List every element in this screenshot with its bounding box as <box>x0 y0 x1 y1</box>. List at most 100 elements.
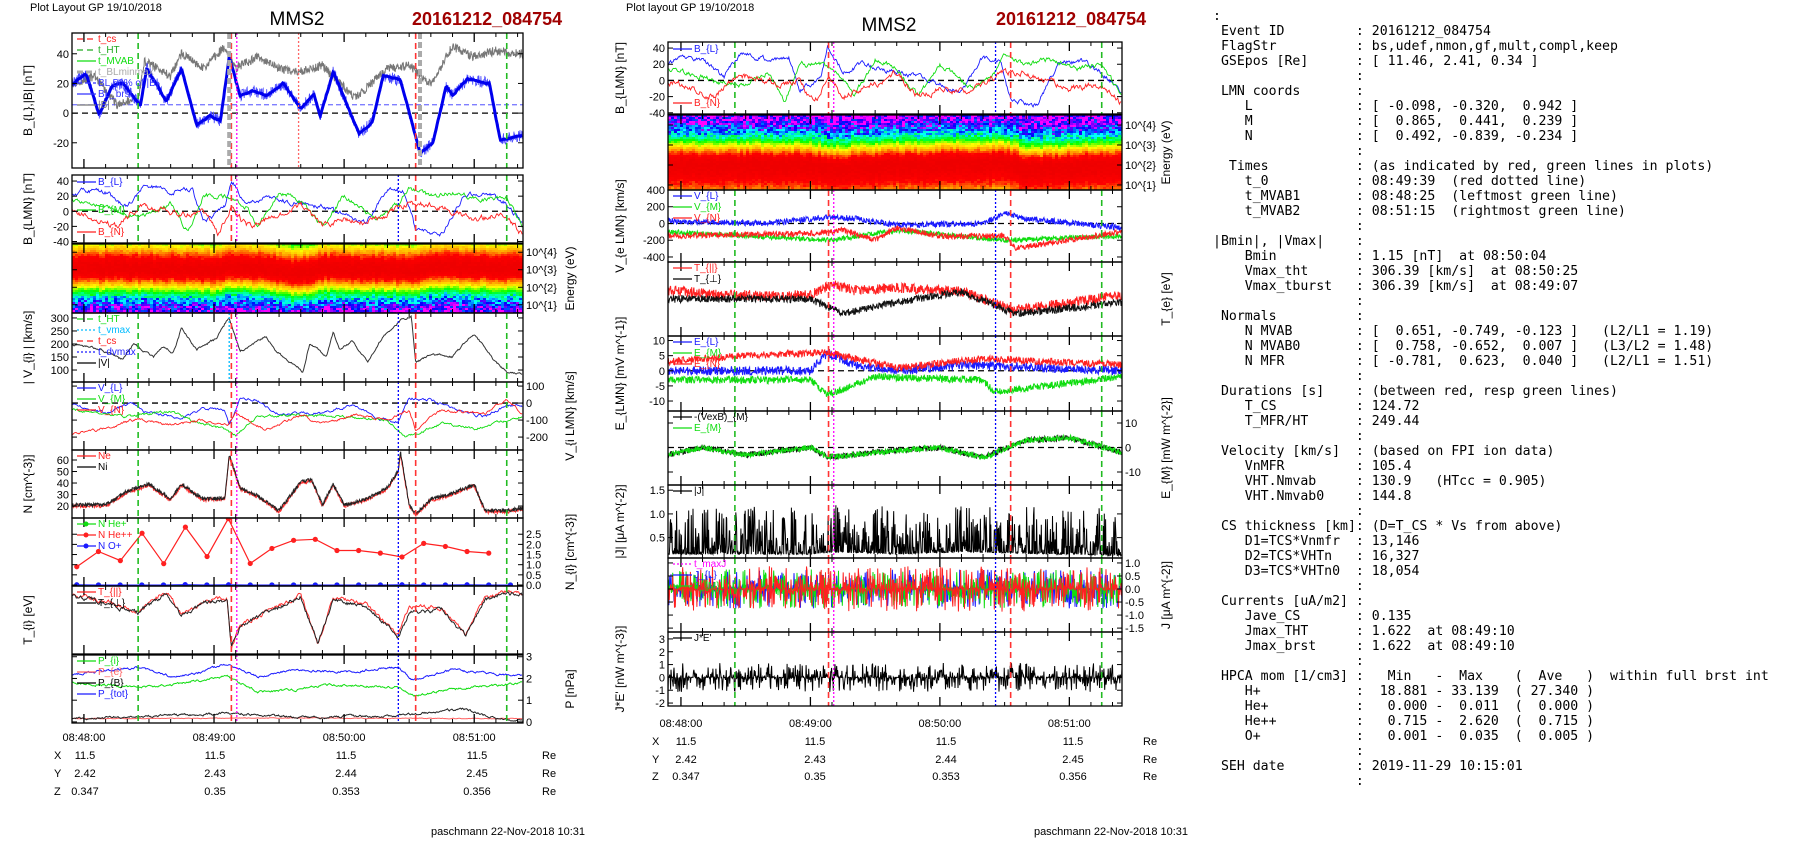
spectrogram-cell <box>318 310 321 312</box>
spectrogram-cell <box>351 270 354 272</box>
spectrogram-cell <box>399 290 402 292</box>
spectrogram-cell <box>78 290 81 292</box>
spectrogram-cell <box>444 260 447 262</box>
spectrogram-cell <box>333 286 336 288</box>
spectrogram-cell <box>114 276 117 278</box>
spectrogram-cell <box>198 252 201 254</box>
spectrogram-cell <box>456 252 459 254</box>
spectrogram-cell <box>324 288 327 290</box>
spectrogram-cell <box>333 296 336 298</box>
spectrogram-cell <box>279 278 282 280</box>
spectrogram-cell <box>258 284 261 286</box>
spectrogram-cell <box>330 286 333 288</box>
spectrogram-cell <box>231 258 234 260</box>
spectrogram-cell <box>123 270 126 272</box>
spectrogram-cell <box>372 246 375 248</box>
spectrogram-cell <box>171 272 174 274</box>
spectrogram-cell <box>198 286 201 288</box>
spectrogram-cell <box>423 250 426 252</box>
spectrogram-cell <box>405 276 408 278</box>
spectrogram-cell <box>315 286 318 288</box>
spectrogram-cell <box>171 310 174 312</box>
spectrogram-cell <box>474 278 477 280</box>
spectrogram-cell <box>453 300 456 302</box>
spectrogram-cell <box>330 310 333 312</box>
spectrogram-cell <box>264 258 267 260</box>
spectrogram-cell <box>429 248 432 250</box>
spectrogram-cell <box>444 254 447 256</box>
spectrogram-cell <box>195 264 198 266</box>
spectrogram-cell <box>477 282 480 284</box>
spectrogram-cell <box>426 260 429 262</box>
spectrogram-cell <box>396 274 399 276</box>
spectrogram-cell <box>153 286 156 288</box>
spectrogram-cell <box>468 288 471 290</box>
spectrogram-cell <box>258 282 261 284</box>
spectrogram-cell <box>357 266 360 268</box>
spectrogram-cell <box>474 280 477 282</box>
spectrogram-cell <box>135 268 138 270</box>
spectrogram-cell <box>210 264 213 266</box>
spectrogram-cell <box>195 290 198 292</box>
spectrogram-cell <box>297 244 300 246</box>
spectrogram-cell <box>183 250 186 252</box>
spectrogram-cell <box>333 248 336 250</box>
spectrogram-cell <box>183 244 186 246</box>
spectrogram-cell <box>222 286 225 288</box>
spectrogram-cell <box>303 282 306 284</box>
spectrogram-cell <box>447 310 450 312</box>
spectrogram-cell <box>87 270 90 272</box>
spectrogram-cell <box>120 250 123 252</box>
spectrogram-cell <box>483 288 486 290</box>
spectrogram-cell <box>234 292 237 294</box>
spectrogram-cell <box>294 248 297 250</box>
spectrogram-cell <box>195 250 198 252</box>
spectrogram-cell <box>399 280 402 282</box>
spectrogram-cell <box>468 304 471 306</box>
spectrogram-cell <box>141 280 144 282</box>
spectrogram-cell <box>111 256 114 258</box>
spectrogram-cell <box>468 290 471 292</box>
spectrogram-cell <box>354 262 357 264</box>
spectrogram-cell <box>441 254 444 256</box>
spectrogram-cell <box>168 300 171 302</box>
spectrogram-cell <box>273 248 276 250</box>
spectrogram-cell <box>90 300 93 302</box>
spectrogram-cell <box>303 252 306 254</box>
spectrogram-cell <box>399 276 402 278</box>
spectrogram-cell <box>252 268 255 270</box>
spectrogram-cell <box>405 278 408 280</box>
spectrogram-cell <box>180 256 183 258</box>
spectrogram-cell <box>345 250 348 252</box>
spectrogram-cell <box>354 290 357 292</box>
spectrogram-cell <box>153 262 156 264</box>
spectrogram-cell <box>303 290 306 292</box>
spectrogram-cell <box>171 284 174 286</box>
spectrogram-cell <box>99 260 102 262</box>
spectrogram-cell <box>135 248 138 250</box>
spectrogram-cell <box>192 262 195 264</box>
spectrogram-cell <box>111 248 114 250</box>
spectrogram-cell <box>441 300 444 302</box>
spectrogram-cell <box>315 276 318 278</box>
spectrogram-cell <box>174 266 177 268</box>
spectrogram-cell <box>141 256 144 258</box>
spectrogram-cell <box>108 304 111 306</box>
spectrogram-cell <box>369 252 372 254</box>
spectrogram-cell <box>129 286 132 288</box>
spectrogram-cell <box>483 246 486 248</box>
spectrogram-cell <box>480 302 483 304</box>
spectrogram-cell <box>138 250 141 252</box>
spectrogram-cell <box>423 284 426 286</box>
spectrogram-cell <box>81 308 84 310</box>
spectrogram-cell <box>84 292 87 294</box>
spectrogram-cell <box>261 302 264 304</box>
spectrogram-cell <box>93 250 96 252</box>
spectrogram-cell <box>102 254 105 256</box>
spectrogram-cell <box>159 272 162 274</box>
spectrogram-cell <box>477 262 480 264</box>
spectrogram-cell <box>78 266 81 268</box>
spectrogram-cell <box>174 262 177 264</box>
spectrogram-cell <box>381 294 384 296</box>
spectrogram-cell <box>441 264 444 266</box>
